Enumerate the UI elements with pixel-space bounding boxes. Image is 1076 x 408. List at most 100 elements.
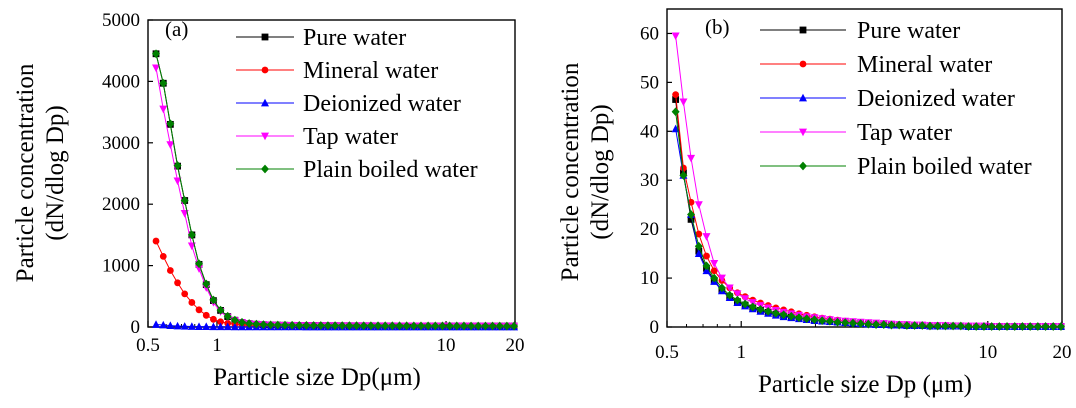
data-point-plain-boiled-water bbox=[902, 321, 911, 330]
data-point-plain-boiled-water bbox=[510, 321, 519, 331]
data-point-tap-water bbox=[159, 105, 168, 114]
y-tick-label: 40 bbox=[640, 121, 659, 142]
data-point-plain-boiled-water bbox=[302, 321, 311, 330]
data-point-mineral-water bbox=[710, 267, 718, 275]
data-point-plain-boiled-water bbox=[416, 321, 425, 331]
y-axis-title-line-1: Particle concentration bbox=[557, 62, 584, 281]
legend-label-mineral-water: Mineral water bbox=[857, 52, 992, 78]
data-point-plain-boiled-water bbox=[195, 259, 204, 269]
data-point-plain-boiled-water bbox=[872, 320, 881, 329]
legend-label-deionized-water: Deionized water bbox=[303, 91, 461, 117]
data-point-plain-boiled-water bbox=[252, 319, 261, 329]
data-point-plain-boiled-water bbox=[438, 321, 447, 331]
legend-label-plain-boiled-water: Plain boiled water bbox=[857, 154, 1032, 180]
data-point-deionized-water bbox=[166, 321, 175, 329]
data-point-deionized-water bbox=[216, 322, 225, 331]
data-point-plain-boiled-water bbox=[1049, 322, 1058, 331]
data-point-plain-boiled-water bbox=[152, 49, 161, 59]
data-point-plain-boiled-water bbox=[710, 273, 719, 283]
data-point-plain-boiled-water bbox=[687, 210, 696, 219]
data-point-mineral-water bbox=[159, 252, 167, 260]
data-point-plain-boiled-water bbox=[756, 304, 765, 314]
x-axis-title: Particle size Dp(μm) bbox=[213, 364, 421, 391]
y-tick-label: 30 bbox=[640, 170, 659, 191]
y-tick-label: 4000 bbox=[102, 71, 140, 92]
data-point-plain-boiled-water bbox=[1010, 322, 1019, 331]
data-point-plain-boiled-water bbox=[288, 320, 297, 330]
data-point-plain-boiled-water bbox=[825, 316, 834, 326]
data-point-mineral-water bbox=[703, 252, 710, 260]
data-point-plain-boiled-water bbox=[237, 317, 246, 327]
data-point-plain-boiled-water bbox=[452, 321, 461, 331]
data-point-plain-boiled-water bbox=[202, 279, 211, 289]
y-axis-title-line-1: Particle concentration bbox=[12, 63, 39, 282]
data-point-plain-boiled-water bbox=[995, 322, 1004, 331]
data-point-plain-boiled-water bbox=[323, 321, 332, 330]
x-tick-label: 20 bbox=[1053, 342, 1072, 363]
data-point-plain-boiled-water bbox=[230, 315, 239, 325]
data-point-tap-water bbox=[671, 32, 680, 41]
legend: Pure water Mineral water Deionized water Ta… bbox=[236, 25, 478, 183]
data-point-plain-boiled-water bbox=[779, 310, 788, 320]
y-tick-label: 0 bbox=[650, 317, 660, 338]
data-point-plain-boiled-water bbox=[338, 321, 347, 331]
legend-marker-tap-water bbox=[261, 132, 269, 141]
data-point-plain-boiled-water bbox=[316, 321, 325, 330]
plot-frame bbox=[666, 8, 1063, 328]
data-point-plain-boiled-water bbox=[481, 321, 490, 331]
data-point-plain-boiled-water bbox=[474, 321, 483, 331]
data-point-tap-water bbox=[702, 233, 711, 241]
y-tick-label: 2000 bbox=[102, 194, 140, 215]
y-axis-title-line-2: (dN/dlog Dp) bbox=[587, 104, 614, 239]
data-point-plain-boiled-water bbox=[794, 313, 803, 323]
y-tick-label: 1000 bbox=[102, 256, 140, 277]
legend-marker-deionized-water bbox=[799, 93, 807, 102]
data-point-plain-boiled-water bbox=[352, 321, 361, 331]
legend-marker-plain-boiled-water bbox=[799, 161, 807, 171]
data-point-tap-water bbox=[717, 274, 726, 283]
data-point-pure-water bbox=[672, 96, 680, 103]
legend-marker-tap-water bbox=[799, 128, 807, 137]
data-point-deionized-water bbox=[195, 322, 204, 330]
data-point-plain-boiled-water bbox=[488, 321, 497, 331]
data-point-deionized-water bbox=[173, 321, 182, 330]
x-tick-label: 0.5 bbox=[655, 342, 679, 363]
data-point-plain-boiled-water bbox=[366, 321, 375, 331]
data-point-plain-boiled-water bbox=[280, 320, 289, 330]
data-point-plain-boiled-water bbox=[295, 320, 304, 330]
data-point-plain-boiled-water bbox=[694, 241, 703, 251]
legend-label-tap-water: Tap water bbox=[857, 120, 952, 146]
data-point-plain-boiled-water bbox=[180, 196, 189, 205]
data-point-plain-boiled-water bbox=[467, 321, 476, 331]
data-point-plain-boiled-water bbox=[402, 321, 411, 331]
data-point-plain-boiled-water bbox=[787, 311, 796, 321]
data-point-plain-boiled-water bbox=[345, 321, 354, 331]
data-point-mineral-water bbox=[188, 299, 196, 306]
data-point-plain-boiled-water bbox=[495, 321, 504, 331]
data-point-plain-boiled-water bbox=[864, 319, 873, 329]
data-point-tap-water bbox=[687, 154, 696, 163]
panel-label: (b) bbox=[705, 15, 730, 39]
data-point-deionized-water bbox=[187, 322, 196, 330]
legend-label-pure-water: Pure water bbox=[303, 25, 406, 51]
x-tick-label: 0.5 bbox=[136, 335, 160, 356]
data-point-plain-boiled-water bbox=[273, 320, 282, 330]
data-point-plain-boiled-water bbox=[445, 321, 454, 331]
data-point-plain-boiled-water bbox=[848, 318, 857, 328]
data-point-deionized-water bbox=[202, 322, 211, 331]
y-tick-label: 10 bbox=[640, 268, 659, 289]
data-point-plain-boiled-water bbox=[1033, 322, 1042, 331]
data-point-tap-water bbox=[166, 141, 175, 149]
data-point-tap-water bbox=[733, 290, 742, 298]
data-point-plain-boiled-water bbox=[964, 322, 973, 331]
data-point-plain-boiled-water bbox=[956, 321, 965, 331]
data-point-plain-boiled-water bbox=[209, 295, 218, 305]
data-point-tap-water bbox=[694, 201, 703, 209]
legend-marker-plain-boiled-water bbox=[261, 164, 269, 174]
data-point-plain-boiled-water bbox=[502, 321, 511, 331]
x-tick-label: 1 bbox=[736, 342, 746, 363]
y-tick-label: 0 bbox=[131, 317, 141, 338]
data-point-plain-boiled-water bbox=[1018, 322, 1027, 331]
legend-label-mineral-water: Mineral water bbox=[303, 58, 438, 84]
